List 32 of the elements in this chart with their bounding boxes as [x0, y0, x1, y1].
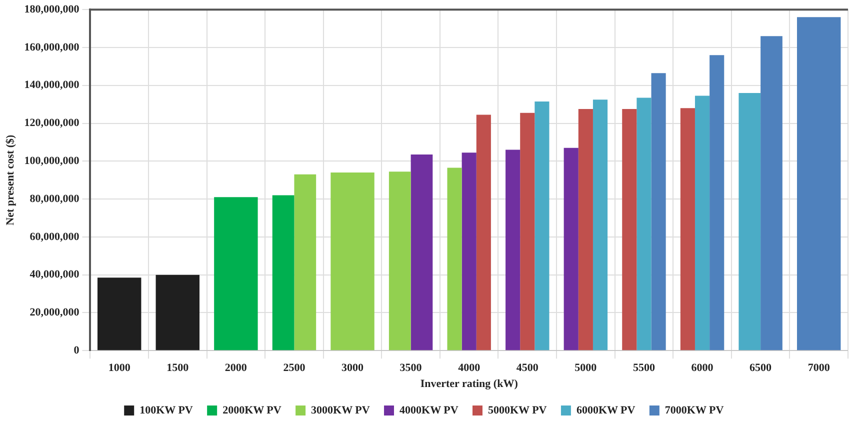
- x-tick-label: 5500: [632, 362, 656, 374]
- x-tick-label: 5000: [574, 362, 598, 374]
- x-tick-label: 1500: [166, 362, 190, 374]
- legend-label: 3000KW PV: [311, 404, 370, 416]
- y-tick-label: 180,000,000: [24, 3, 80, 16]
- y-tick-label: 80,000,000: [30, 192, 80, 205]
- x-tick-label: 1000: [108, 362, 131, 374]
- x-tick-label: 6500: [750, 362, 772, 374]
- y-tick-label: 120,000,000: [24, 117, 80, 130]
- legend-label: 5000KW PV: [488, 404, 547, 416]
- y-axis-title: Net present cost ($): [4, 134, 16, 226]
- x-tick-label: 4000: [458, 362, 481, 374]
- x-tick-label: 3500: [400, 362, 422, 374]
- y-tick-label: 160,000,000: [24, 41, 80, 54]
- y-tick-label: 100,000,000: [24, 155, 80, 167]
- x-tick-label: 2500: [283, 362, 306, 374]
- x-tick-label: 7000: [808, 362, 830, 374]
- x-tick-label: 4500: [516, 362, 539, 374]
- x-tick-label: 2000: [224, 362, 248, 374]
- legend-label: 6000KW PV: [576, 404, 636, 416]
- legend-label: 7000KW PV: [664, 404, 724, 416]
- legend-label: 2000KW PV: [222, 404, 282, 416]
- legend-label: 4000KW PV: [400, 404, 458, 416]
- y-tick-label: 140,000,000: [24, 79, 80, 92]
- y-tick-label: 40,000,000: [30, 268, 80, 281]
- y-tick-label: 60,000,000: [30, 230, 80, 243]
- legend-label: 100KW PV: [140, 404, 193, 416]
- y-tick-label: 0: [74, 344, 80, 356]
- x-axis-title: Inverter rating (kW): [420, 378, 518, 390]
- y-tick-label: 20,000,000: [30, 306, 80, 319]
- x-tick-label: 3000: [342, 362, 364, 374]
- x-tick-label: 6000: [691, 362, 714, 374]
